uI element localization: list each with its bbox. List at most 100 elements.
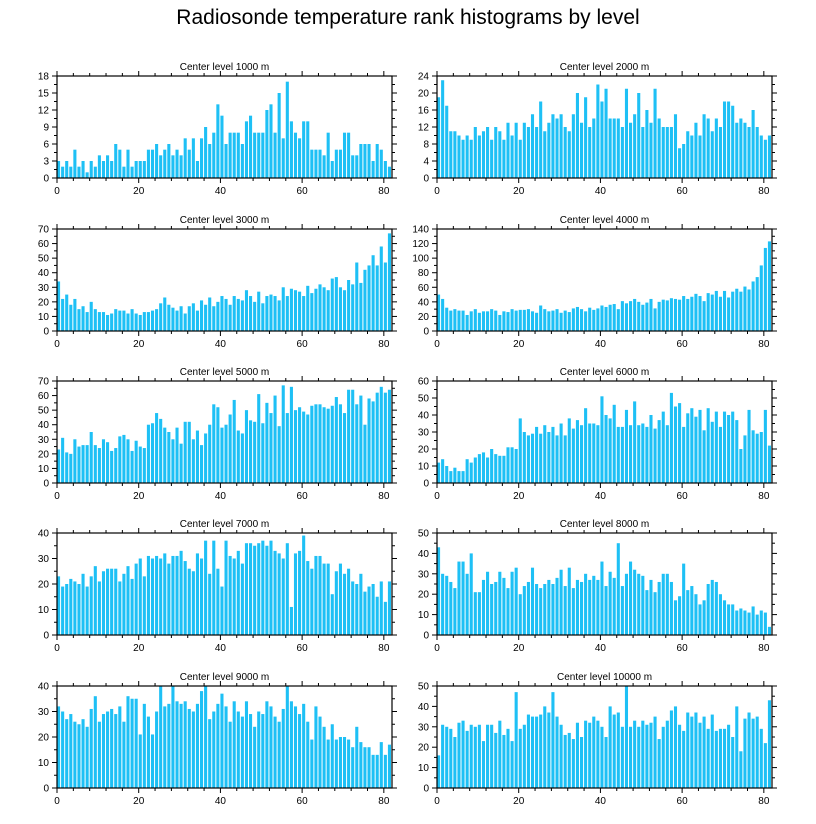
histogram-bar bbox=[126, 313, 130, 331]
histogram-bar bbox=[269, 540, 273, 635]
histogram-bar bbox=[592, 118, 596, 178]
histogram-bar bbox=[289, 288, 293, 331]
histogram-bar bbox=[371, 754, 375, 788]
histogram-bar bbox=[114, 309, 118, 331]
histogram-bar bbox=[69, 578, 73, 635]
x-tick-label: 0 bbox=[54, 643, 60, 654]
y-tick-label: 30 bbox=[38, 283, 50, 294]
histogram-bar bbox=[441, 80, 445, 178]
histogram-bar bbox=[457, 722, 461, 788]
histogram-bar bbox=[342, 132, 347, 178]
histogram-bar bbox=[387, 389, 391, 483]
histogram-bar bbox=[767, 626, 771, 635]
histogram-bar bbox=[277, 553, 281, 635]
histogram-bar bbox=[171, 307, 175, 331]
histogram-bar bbox=[138, 314, 142, 331]
x-tick-label: 80 bbox=[378, 643, 390, 654]
histogram-bar bbox=[686, 712, 690, 788]
histogram-bar bbox=[453, 588, 457, 635]
histogram-bar bbox=[322, 407, 326, 483]
y-tick-label: 50 bbox=[418, 682, 430, 693]
histogram-bar bbox=[232, 132, 236, 178]
histogram-bar bbox=[375, 754, 379, 788]
histogram-bar bbox=[204, 433, 208, 483]
y-tick-label: 3 bbox=[43, 157, 49, 168]
histogram-bar bbox=[110, 313, 114, 331]
histogram-bar bbox=[584, 97, 588, 178]
bar-series bbox=[437, 543, 771, 635]
histogram-bar bbox=[494, 732, 498, 788]
histogram-bar bbox=[69, 453, 73, 483]
y-tick-label: 40 bbox=[38, 420, 50, 431]
histogram-bar bbox=[199, 138, 204, 178]
histogram-bar bbox=[755, 614, 759, 635]
histogram-bar bbox=[571, 308, 575, 331]
histogram-bar bbox=[714, 290, 718, 331]
histogram-bar bbox=[138, 558, 142, 635]
histogram-bar bbox=[498, 720, 502, 788]
histogram-bar bbox=[379, 246, 383, 331]
y-tick-label: 20 bbox=[418, 312, 430, 323]
x-tick-label: 0 bbox=[434, 491, 440, 502]
histogram-bar bbox=[457, 310, 461, 331]
x-tick-label: 80 bbox=[378, 186, 390, 197]
histogram-bar bbox=[461, 471, 465, 483]
histogram-bar bbox=[727, 724, 731, 788]
histogram-bar bbox=[637, 573, 641, 635]
y-tick-label: 12 bbox=[418, 123, 430, 134]
y-tick-label: 8 bbox=[423, 140, 429, 151]
histogram-bar bbox=[334, 739, 338, 788]
histogram-bar bbox=[747, 127, 751, 178]
histogram-bar bbox=[596, 720, 600, 788]
histogram-bar bbox=[253, 726, 257, 788]
histogram-bar bbox=[759, 728, 763, 788]
bar-series bbox=[437, 392, 771, 483]
histogram-bar bbox=[763, 139, 767, 178]
histogram-bar bbox=[73, 149, 77, 178]
histogram-bar bbox=[698, 722, 702, 788]
histogram-bar bbox=[686, 590, 690, 635]
histogram-bar bbox=[624, 686, 629, 788]
y-tick-label: 60 bbox=[418, 377, 430, 388]
histogram-bar bbox=[600, 101, 604, 178]
histogram-bar bbox=[224, 540, 228, 635]
histogram-bar bbox=[175, 310, 179, 331]
histogram-bar bbox=[445, 307, 449, 331]
histogram-bar bbox=[106, 711, 110, 788]
histogram-bar bbox=[273, 395, 277, 483]
histogram-bar bbox=[302, 535, 306, 635]
histogram-bar bbox=[612, 404, 616, 483]
histogram-bar bbox=[563, 310, 567, 331]
histogram-bar bbox=[224, 144, 228, 178]
histogram-bar bbox=[240, 300, 244, 331]
histogram-bar bbox=[265, 296, 269, 331]
y-tick-label: 10 bbox=[418, 462, 430, 473]
histogram-bar bbox=[551, 584, 555, 635]
histogram-bar bbox=[298, 138, 302, 178]
histogram-bar bbox=[469, 311, 473, 331]
histogram-bar bbox=[175, 427, 179, 483]
histogram-bar bbox=[592, 309, 596, 331]
histogram-bar bbox=[367, 144, 371, 178]
x-tick-label: 0 bbox=[434, 339, 440, 350]
histogram-bar bbox=[208, 424, 212, 483]
histogram-bar bbox=[620, 127, 624, 178]
histogram-bar bbox=[126, 149, 130, 178]
histogram-bar bbox=[351, 284, 355, 331]
histogram-bar bbox=[706, 408, 710, 483]
histogram-bar bbox=[57, 449, 61, 483]
histogram-bar bbox=[608, 571, 612, 635]
histogram-bar bbox=[600, 726, 604, 788]
y-tick-label: 30 bbox=[38, 707, 50, 718]
x-tick-label: 80 bbox=[378, 339, 390, 350]
histogram-bar bbox=[273, 716, 277, 788]
histogram-bar bbox=[97, 312, 101, 331]
histogram-bar bbox=[600, 396, 604, 483]
x-tick-label: 40 bbox=[595, 339, 607, 350]
histogram-bar bbox=[604, 415, 608, 483]
histogram-bar bbox=[220, 427, 224, 483]
histogram-bar bbox=[698, 135, 702, 178]
histogram-bar bbox=[759, 610, 763, 635]
histogram-bar bbox=[310, 149, 314, 178]
histogram-bar bbox=[347, 739, 351, 788]
